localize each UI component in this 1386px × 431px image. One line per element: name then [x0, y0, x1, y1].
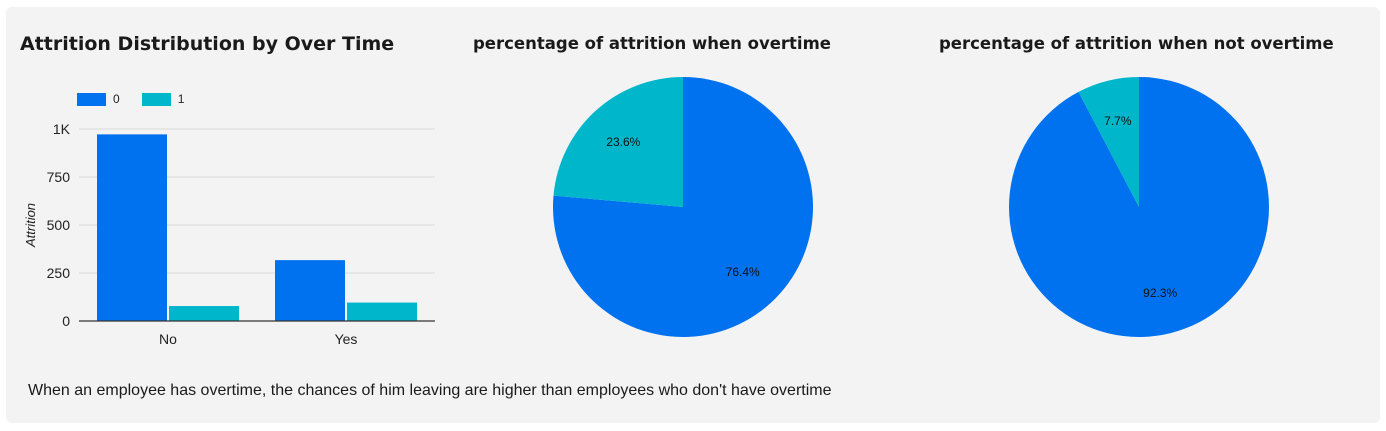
legend-item-1[interactable]: 1 — [141, 92, 185, 106]
y-axis-label: Attrition — [23, 203, 38, 248]
pie-not-overtime-label-0: 92.3% — [1143, 286, 1177, 300]
bar-no-series-1 — [169, 306, 239, 321]
y-tick-label: 500 — [47, 217, 71, 233]
pie-not-overtime-slice-0 — [1009, 77, 1269, 338]
x-tick-label: Yes — [335, 331, 358, 347]
pie-overtime-label-0: 76.4% — [726, 265, 760, 279]
legend-label-1: 1 — [177, 92, 185, 106]
pie-not-overtime-title: percentage of attrition when not overtim… — [939, 34, 1334, 53]
y-tick-label: 250 — [47, 265, 71, 281]
y-tick-label: 1K — [53, 121, 71, 137]
y-tick-label: 0 — [62, 313, 70, 329]
pie-not-overtime-slice-1 — [1078, 77, 1139, 207]
bar-chart-title: Attrition Distribution by Over Time — [20, 33, 395, 55]
legend-label-0: 0 — [113, 92, 120, 106]
insight-note: When an employee has overtime, the chanc… — [28, 382, 832, 399]
pie-not-overtime-label-1: 7.7% — [1104, 114, 1132, 128]
legend-item-0[interactable]: 0 — [77, 92, 120, 106]
legend-swatch-1 — [141, 92, 171, 106]
bar-yes-series-1 — [347, 302, 417, 321]
legend-swatch-0 — [77, 92, 106, 106]
bar-legend: 0 1 — [77, 92, 206, 106]
pie-overtime-label-1: 23.6% — [606, 135, 640, 149]
x-tick-label: No — [159, 331, 177, 347]
pie-overtime-title: percentage of attrition when overtime — [473, 34, 831, 53]
bar-no-series-0 — [97, 134, 167, 321]
bar-yes-series-0 — [275, 260, 345, 321]
y-tick-label: 750 — [47, 169, 71, 185]
pie-overtime-slice-1 — [553, 77, 683, 207]
